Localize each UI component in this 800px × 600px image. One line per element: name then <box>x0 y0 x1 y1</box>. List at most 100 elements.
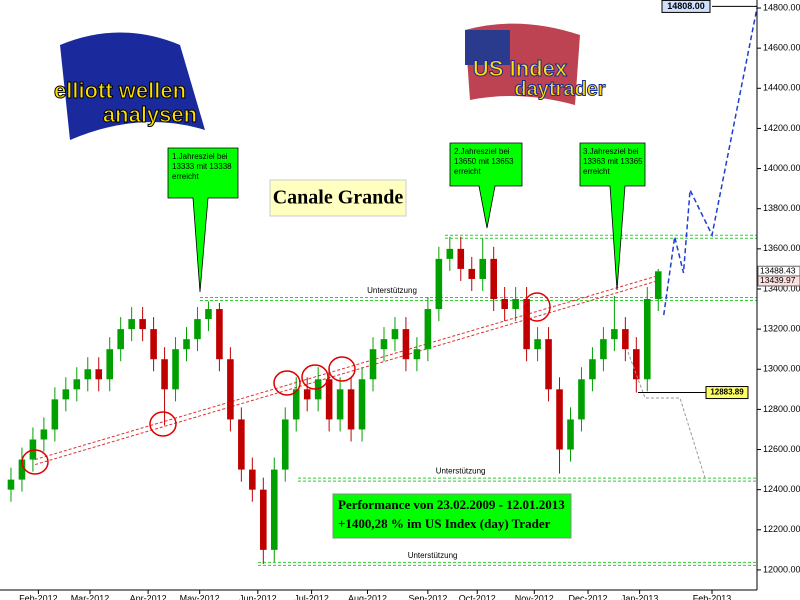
y-tick-label: 13400.00 <box>763 283 800 293</box>
support-label: Unterstützung <box>436 467 486 476</box>
logo-usindex: US Index daytrader <box>465 23 606 106</box>
candle-body <box>216 309 223 360</box>
candle-body <box>84 369 92 380</box>
price-label: 14808.00 <box>667 1 705 11</box>
candle-body <box>303 389 311 400</box>
candle-body <box>183 339 190 350</box>
callout-text: 3.Jahresziel bei 13363 mit 13365 erreicht <box>583 147 643 176</box>
candle-body <box>589 359 596 380</box>
candle-body <box>249 469 256 490</box>
candle-body <box>633 349 640 380</box>
circle <box>523 292 551 322</box>
trend-line <box>34 274 661 461</box>
candle-body <box>413 349 421 360</box>
candle-body <box>424 309 432 350</box>
y-tick-label: 14200.00 <box>763 123 800 133</box>
candle-body <box>238 419 245 470</box>
candle-body <box>578 379 585 420</box>
x-tick-label: Oct-2012 <box>459 593 496 600</box>
candle-body <box>490 258 497 300</box>
circle <box>149 411 177 437</box>
candle-body <box>260 489 267 550</box>
y-tick-label: 13000.00 <box>763 364 800 374</box>
candle-body <box>600 339 607 360</box>
candle-body <box>358 379 366 430</box>
forecast-line <box>663 7 758 316</box>
candle-body <box>51 399 59 430</box>
candle-body <box>194 319 201 340</box>
performance-text: Performance von 23.02.2009 - 12.01.2013 <box>338 497 565 512</box>
performance-box <box>332 493 572 539</box>
candle-body <box>172 349 179 390</box>
y-tick-label: 12800.00 <box>763 404 800 414</box>
candle-body <box>512 299 519 310</box>
candle-body <box>227 359 234 420</box>
candle-body <box>18 459 26 480</box>
price-box <box>705 386 749 400</box>
price-box <box>757 275 800 287</box>
y-tick-label: 12200.00 <box>763 524 800 534</box>
candle-body <box>567 419 574 450</box>
candle-body <box>336 389 344 420</box>
candle-body <box>545 339 552 390</box>
x-tick-label: Jun-2012 <box>239 593 277 600</box>
candle-body <box>380 339 388 350</box>
flag <box>60 32 205 140</box>
logo-text: daytrader <box>514 78 605 100</box>
candle-body <box>457 248 465 269</box>
candle-body <box>325 379 333 420</box>
candle-body <box>139 319 146 330</box>
y-tick-label: 14400.00 <box>763 83 800 93</box>
logo-text: analysen <box>103 102 197 127</box>
logo-elliott: elliott wellen analysen <box>53 32 205 140</box>
callout-shape <box>167 147 239 293</box>
candle-body <box>62 389 70 400</box>
candle-body <box>106 349 114 380</box>
callout: 2.Jahresziel bei 13650 mit 13653 erreicht <box>449 142 523 229</box>
guide-line <box>627 351 706 479</box>
y-tick-label: 13800.00 <box>763 203 800 213</box>
callout-shape <box>449 142 523 229</box>
y-tick-label: 14600.00 <box>763 43 800 53</box>
y-tick-label: 14800.00 <box>763 2 800 12</box>
candle-body <box>435 258 443 310</box>
candle-body <box>281 419 289 470</box>
x-tick-label: Jan-2013 <box>621 593 659 600</box>
x-tick-label: Mar-2012 <box>71 593 110 600</box>
candle-body <box>40 429 48 440</box>
logo-text: US Index <box>473 56 568 81</box>
candle-body <box>402 329 410 360</box>
candle-body <box>446 248 454 259</box>
y-tick-label: 13600.00 <box>763 243 800 253</box>
candle-body <box>161 359 168 390</box>
candle-body <box>205 309 212 320</box>
candle-body <box>73 379 81 390</box>
x-tick-label: Aug-2012 <box>348 593 387 600</box>
y-tick-label: 12400.00 <box>763 484 800 494</box>
x-tick-label: Apr-2012 <box>130 593 167 600</box>
candle-body <box>7 479 15 490</box>
logo-text: elliott wellen <box>54 78 186 103</box>
callout: 3.Jahresziel bei 13363 mit 13365 erreicht <box>579 142 646 291</box>
circle <box>273 370 301 396</box>
x-tick-label: May-2012 <box>180 593 220 600</box>
candle-body <box>654 271 662 300</box>
candle-body <box>95 369 103 380</box>
price-box <box>661 0 711 13</box>
x-tick-label: Feb-2012 <box>19 593 58 600</box>
circle <box>328 356 356 382</box>
candle-body <box>347 389 355 430</box>
highlight-circles <box>21 292 551 475</box>
candle-body <box>150 329 157 360</box>
candle-body <box>556 389 563 450</box>
y-tick-label: 14000.00 <box>763 163 800 173</box>
price-label: 12883.89 <box>710 388 744 397</box>
y-tick-label: 12000.00 <box>763 564 800 574</box>
candle-body <box>292 389 300 420</box>
performance-text: +1400,28 % im US Index (day) Trader <box>338 516 551 531</box>
line-layer <box>34 7 758 466</box>
x-tick-label: Sep-2012 <box>408 593 447 600</box>
trend-line <box>34 279 661 466</box>
callout-text: 2.Jahresziel bei 13650 mit 13653 erreicht <box>454 147 514 176</box>
